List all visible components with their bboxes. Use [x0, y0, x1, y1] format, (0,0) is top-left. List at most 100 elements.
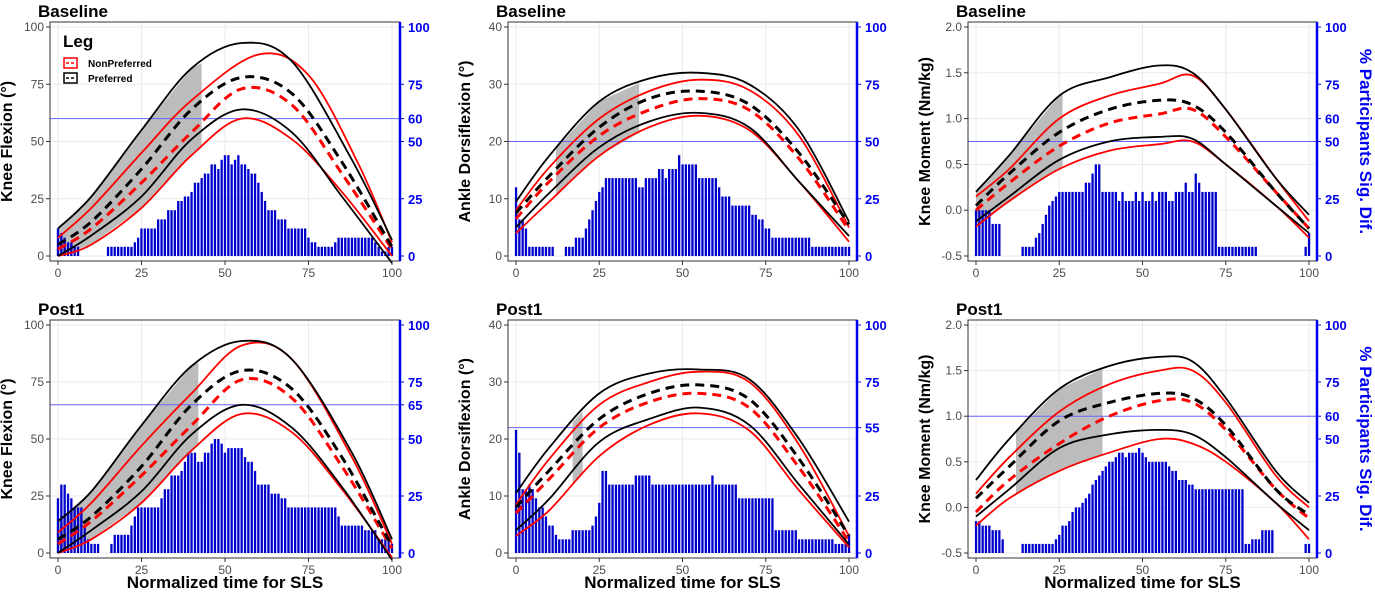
sig-bar [334, 507, 337, 553]
sig-bar [360, 525, 364, 553]
sig-bar [1214, 489, 1217, 553]
y-tick-label: 75 [31, 77, 45, 91]
y2-tick-label: 0 [1325, 546, 1332, 561]
sig-bar [1041, 543, 1044, 553]
sig-bar [86, 539, 90, 553]
sig-bar [1151, 191, 1154, 256]
panel-title: Baseline [956, 2, 1026, 21]
y2-tick-label: 75 [1325, 375, 1339, 390]
sig-bar [761, 498, 764, 553]
upper-bound-nonpreferred [57, 52, 393, 243]
sig-bar [777, 237, 781, 256]
sig-bar [83, 525, 86, 553]
sig-bar [801, 237, 804, 256]
sig-bar [787, 530, 791, 553]
lower-bound-nonpreferred [57, 117, 393, 257]
sig-bar [173, 210, 176, 256]
sig-bar [681, 484, 684, 553]
sig-bar [784, 530, 787, 553]
sig-bar [748, 498, 751, 553]
sig-bar [243, 164, 247, 256]
sig-bar [1141, 452, 1144, 553]
sig-bar [1131, 201, 1134, 256]
sig-bar [1128, 452, 1131, 553]
sig-bar [568, 539, 571, 553]
x-tick-label: 100 [382, 266, 402, 280]
sig-bar [197, 182, 200, 256]
sig-bar [1184, 480, 1187, 553]
sig-bar [1061, 525, 1064, 553]
y2-tick-label: 100 [1325, 20, 1347, 35]
y2-tick-label: 100 [865, 20, 887, 35]
sig-bar [658, 484, 661, 553]
sig-bar [728, 196, 731, 256]
y-tick-label: 40 [489, 318, 503, 332]
sig-bar [1124, 201, 1127, 256]
y-tick-label: 100 [24, 318, 44, 332]
x-tick-label: 50 [218, 563, 232, 577]
sig-bar [1001, 539, 1004, 553]
sig-bar [844, 246, 847, 256]
sig-bar [1091, 484, 1094, 553]
sig-bar [284, 498, 287, 553]
sig-bar [974, 210, 978, 256]
sig-bar [273, 210, 277, 256]
y2-tick-label: 50 [865, 135, 879, 150]
sig-bar [584, 530, 588, 553]
shaded-region [58, 362, 199, 553]
x-tick-label: 25 [1053, 266, 1067, 280]
sig-bar [310, 507, 313, 553]
sig-bar [314, 242, 317, 256]
sig-bar [1211, 191, 1214, 256]
y-tick-label: 2.0 [945, 318, 962, 332]
sig-bar [781, 237, 784, 256]
sig-bar [1174, 470, 1177, 553]
y2-tick-label: 25 [408, 192, 422, 207]
sig-bar [651, 178, 654, 256]
sig-bar [1094, 480, 1097, 553]
sig-bar [193, 452, 197, 553]
sig-bar [831, 246, 834, 256]
sig-bar [1078, 191, 1081, 256]
mean-line-nonpreferred [974, 397, 1310, 520]
x-tick-label: 75 [759, 563, 773, 577]
sig-bar [1231, 246, 1234, 256]
upper-bound-preferred [975, 64, 1310, 216]
sig-bar [1257, 539, 1261, 553]
sig-bar [270, 493, 273, 553]
sig-bar [1251, 539, 1254, 553]
y2-tick-label: 75 [408, 375, 422, 390]
x-tick-label: 100 [1299, 563, 1319, 577]
x-tick-label: 75 [1219, 563, 1233, 577]
sig-bar [591, 525, 594, 553]
sig-bar [534, 246, 538, 256]
sig-bar [811, 539, 814, 553]
sig-bar [1184, 182, 1187, 256]
sig-bar [117, 534, 120, 553]
sig-bar [327, 246, 330, 256]
sig-bar [367, 530, 370, 553]
sig-bar [1131, 452, 1134, 553]
sig-bar [1271, 530, 1274, 553]
sig-bar [728, 484, 731, 553]
sig-bar [297, 228, 300, 256]
x-tick-label: 25 [1053, 563, 1067, 577]
sig-bar [390, 543, 394, 553]
sig-bar [787, 237, 791, 256]
sig-bar [294, 507, 297, 553]
panel-title: Baseline [496, 2, 566, 21]
sig-bar [1068, 521, 1071, 553]
sig-bar [688, 484, 691, 553]
sig-bar [978, 521, 981, 553]
panel-1-2: Post1 Knee Moment (Nm/kg) -0.5 0.0 0.5 1.0 1.5… [917, 300, 1347, 592]
sig-bar [153, 507, 156, 553]
sig-bar [1247, 246, 1251, 256]
sig-bar [1111, 461, 1114, 553]
sig-bar [741, 205, 744, 256]
upper-bound-preferred [57, 41, 393, 241]
sig-bar [524, 228, 528, 256]
sig-bar [1118, 452, 1121, 553]
sig-bar [364, 530, 367, 553]
sig-bar [1304, 543, 1307, 553]
sig-bar [200, 178, 203, 256]
